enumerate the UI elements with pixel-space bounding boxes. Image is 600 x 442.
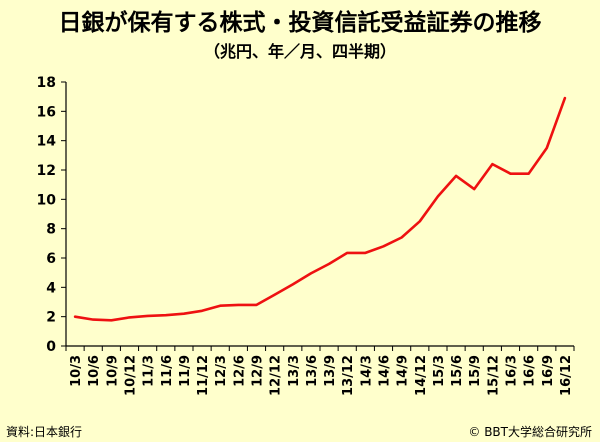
x-tick-label: 14/6: [378, 355, 393, 387]
x-tick-label: 10/9: [105, 355, 120, 387]
x-tick-label: 16/6: [523, 355, 538, 387]
x-tick-label: 11/9: [178, 355, 193, 387]
data-point: [364, 252, 367, 254]
x-tick-label: 15/3: [432, 355, 447, 387]
x-tick-label: 13/12: [341, 355, 356, 396]
y-tick-label: 0: [46, 339, 56, 355]
x-tick-label: 13/9: [323, 355, 338, 387]
data-point: [328, 263, 330, 265]
data-point: [509, 172, 512, 175]
data-point: [310, 272, 312, 275]
y-tick-label: 18: [37, 75, 56, 91]
data-point: [110, 319, 113, 322]
copyright-note: © BBT大学総合研究所: [468, 424, 592, 439]
data-point: [92, 318, 95, 321]
x-tick-label: 13/6: [305, 355, 320, 387]
x-tick-label: 15/6: [450, 355, 465, 387]
x-tick-label: 12/3: [214, 355, 229, 387]
data-point: [527, 172, 530, 175]
data-point: [219, 304, 222, 307]
y-tick-label: 12: [37, 163, 56, 179]
data-point: [291, 283, 294, 286]
data-point: [74, 315, 76, 318]
source-note: 資料:日本銀行: [6, 425, 82, 439]
x-tick-label: 11/3: [142, 355, 157, 387]
x-tick-label: 12/12: [269, 355, 284, 396]
chart-title: 日銀が保有する株式・投資信託受益証券の推移: [59, 9, 542, 36]
data-point: [183, 312, 185, 315]
data-point: [346, 252, 349, 254]
axes-layer: 0 2 4 6 8 10 12 14 16 18 10/3 10/6 10/9 10/12 11/3 11/6…: [37, 75, 575, 396]
x-tick-label: 16/9: [541, 355, 556, 387]
x-tick-label: 14/9: [396, 355, 411, 387]
data-point: [382, 245, 385, 248]
data-point: [273, 293, 276, 296]
x-tick-label: 13/3: [287, 355, 302, 387]
series-layer: [73, 96, 567, 322]
x-tick-label: 11/6: [160, 355, 175, 387]
data-point: [146, 315, 149, 317]
x-tick-label: 12/9: [251, 355, 266, 387]
data-point: [164, 314, 167, 317]
data-point: [418, 220, 421, 223]
y-tick-label: 8: [46, 222, 56, 238]
data-point: [255, 304, 258, 306]
data-point: [128, 316, 131, 319]
x-tick-label: 15/12: [486, 355, 501, 396]
x-tick-label: 12/6: [232, 355, 247, 387]
x-tick-label: 14/3: [359, 355, 374, 387]
x-tick-label: 16/12: [559, 355, 574, 396]
y-tick-label: 2: [46, 310, 56, 326]
data-point: [437, 195, 439, 198]
y-tick-label: 14: [37, 134, 57, 150]
y-tick-label: 16: [37, 104, 56, 120]
x-tick-label: 10/3: [69, 355, 84, 387]
x-tick-label: 14/12: [414, 355, 429, 396]
y-tick-label: 10: [37, 192, 57, 208]
series-line: [73, 96, 567, 322]
x-tick-label: 15/9: [468, 355, 483, 387]
y-tick-label: 4: [46, 280, 56, 296]
data-point: [545, 147, 548, 149]
x-tick-label: 10/12: [124, 355, 139, 396]
data-point: [491, 163, 494, 165]
chart-subtitle: （兆円、年／月、四半期）: [204, 42, 396, 61]
x-tick-label: 11/12: [196, 355, 211, 396]
data-point: [201, 310, 203, 312]
x-tick-label: 16/3: [505, 355, 520, 387]
x-tick-label: 10/6: [87, 355, 102, 387]
y-tick-label: 6: [46, 251, 56, 267]
data-point: [564, 97, 566, 99]
data-point: [473, 188, 476, 190]
data-point: [237, 304, 240, 306]
data-point: [400, 236, 403, 239]
data-point: [455, 175, 457, 177]
